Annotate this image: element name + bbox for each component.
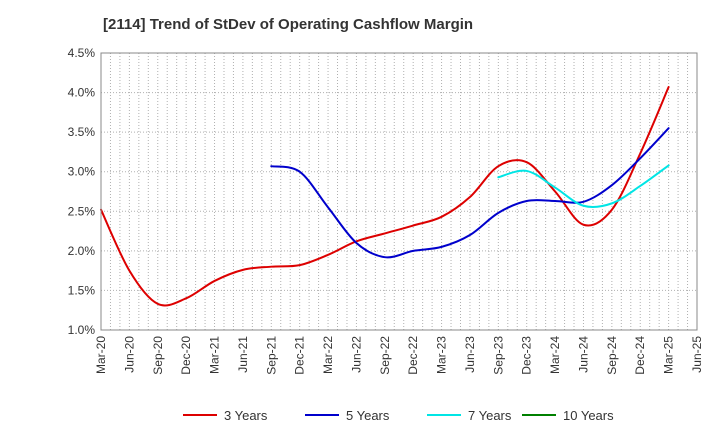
series-line-3-years bbox=[100, 86, 670, 307]
plot-area bbox=[101, 53, 697, 330]
x-tick-label: Jun-24 bbox=[576, 336, 590, 373]
series-line-7-years bbox=[497, 164, 670, 209]
y-axis: 1.0% 1.5% 2.0% 2.5% 3.0% 3.5% 4.0% 4.5% bbox=[68, 46, 96, 337]
x-tick-label: Dec-21 bbox=[293, 336, 307, 375]
x-tick-label: Dec-20 bbox=[179, 336, 193, 375]
x-tick-label: Dec-24 bbox=[633, 336, 647, 375]
x-tick-label: Dec-22 bbox=[406, 336, 420, 375]
y-tick-label: 2.0% bbox=[68, 244, 96, 258]
y-tick-label: 2.5% bbox=[68, 204, 96, 218]
y-tick-label: 1.0% bbox=[68, 323, 96, 337]
y-tick-label: 4.5% bbox=[68, 46, 96, 60]
x-tick-label: Mar-21 bbox=[208, 336, 222, 374]
x-tick-label: Jun-23 bbox=[463, 336, 477, 373]
x-tick-label: Sep-20 bbox=[151, 336, 165, 375]
x-tick-label: Sep-24 bbox=[605, 336, 619, 375]
x-tick-label: Jun-25 bbox=[690, 336, 704, 373]
x-tick-label: Jun-22 bbox=[349, 336, 363, 373]
x-tick-label: Mar-22 bbox=[321, 336, 335, 374]
legend-label: 10 Years bbox=[563, 408, 614, 423]
x-tick-label: Mar-24 bbox=[548, 336, 562, 374]
x-axis: Mar-20 Jun-20 Sep-20 Dec-20 Mar-21 Jun-21 Sep-… bbox=[94, 336, 704, 375]
series-lines bbox=[100, 86, 670, 307]
series-line-5-years bbox=[270, 127, 670, 259]
x-tick-label: Jun-20 bbox=[122, 336, 136, 373]
chart-title: [2114] Trend of StDev of Operating Cashf… bbox=[103, 16, 473, 33]
legend-label: 5 Years bbox=[346, 408, 390, 423]
x-tick-label: Sep-22 bbox=[378, 336, 392, 375]
x-tick-label: Mar-23 bbox=[435, 336, 449, 374]
y-tick-label: 4.0% bbox=[68, 86, 96, 100]
y-tick-label: 3.5% bbox=[68, 125, 96, 139]
legend: 3 Years 5 Years 7 Years 10 Years bbox=[183, 408, 614, 423]
y-tick-label: 1.5% bbox=[68, 283, 96, 297]
plot-border bbox=[100, 52, 698, 331]
y-tick-label: 3.0% bbox=[68, 165, 96, 179]
x-tick-label: Jun-21 bbox=[236, 336, 250, 373]
legend-label: 7 Years bbox=[468, 408, 512, 423]
legend-label: 3 Years bbox=[224, 408, 268, 423]
x-tick-label: Mar-20 bbox=[94, 336, 108, 374]
x-tick-label: Sep-21 bbox=[264, 336, 278, 375]
x-tick-label: Dec-23 bbox=[520, 336, 534, 375]
x-tick-label: Mar-25 bbox=[662, 336, 676, 374]
x-tick-label: Sep-23 bbox=[491, 336, 505, 375]
